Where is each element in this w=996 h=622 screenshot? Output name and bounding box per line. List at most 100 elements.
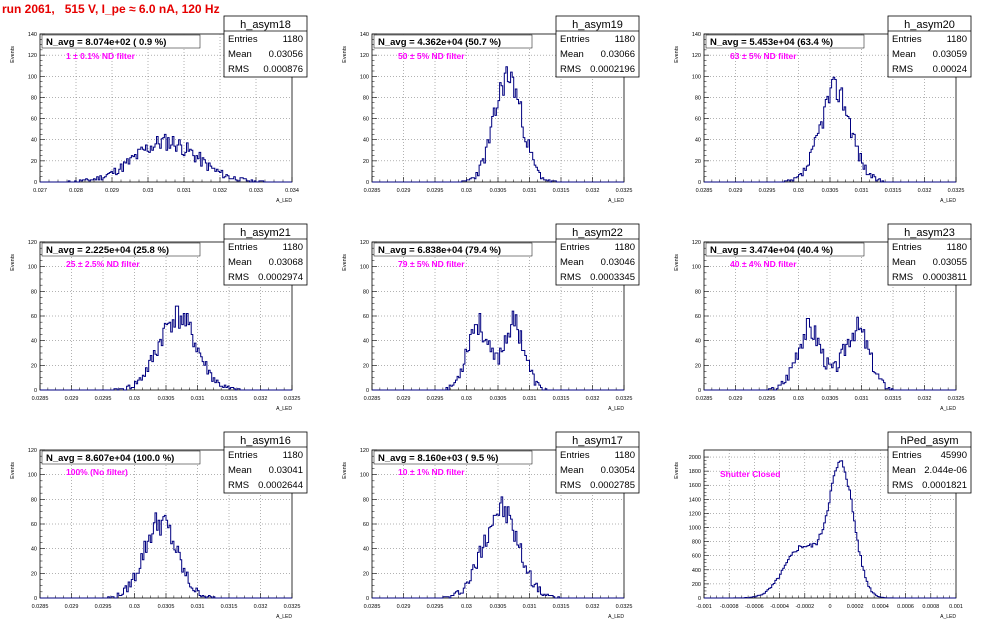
stats-label-mean: Mean bbox=[892, 49, 916, 60]
x-tick-label: 0.031 bbox=[191, 396, 205, 402]
y-tick-label: 60 bbox=[363, 522, 369, 528]
filter-annotation: 63 ± 5% ND filter bbox=[730, 51, 797, 61]
y-tick-label: 120 bbox=[28, 240, 37, 246]
x-tick-label: 0.032 bbox=[586, 396, 600, 402]
y-tick-label: 0 bbox=[34, 180, 37, 186]
hist-name: h_asym18 bbox=[240, 19, 291, 31]
x-tick-label: 0.0295 bbox=[427, 188, 444, 194]
stats-label-mean: Mean bbox=[228, 465, 252, 476]
y-axis-label: Events bbox=[674, 462, 680, 479]
y-tick-label: 40 bbox=[31, 547, 37, 553]
filter-annotation: 100% (No filter) bbox=[66, 467, 128, 477]
x-tick-label: 0.031 bbox=[191, 604, 205, 610]
x-tick-label: 0.0305 bbox=[490, 396, 507, 402]
histogram-series bbox=[372, 310, 624, 391]
x-tick-label: 0.0008 bbox=[922, 604, 939, 610]
x-tick-label: 0.031 bbox=[855, 396, 869, 402]
histogram-panel: 0.0285 0.029 0.0295 0.03 0.0305 0.031 0.0315 0.… bbox=[342, 431, 640, 620]
x-tick-label: 0.032 bbox=[586, 604, 600, 610]
stats-box bbox=[555, 223, 640, 286]
y-tick-label: 120 bbox=[692, 240, 701, 246]
stats-value-rms: 0.000876 bbox=[263, 64, 303, 75]
y-tick-label: 200 bbox=[692, 582, 701, 588]
x-tick-label: 0.0325 bbox=[284, 396, 301, 402]
x-tick-label: 0.0315 bbox=[885, 188, 902, 194]
stats-label-rms: RMS bbox=[892, 480, 913, 491]
stats-value-entries: 1180 bbox=[615, 34, 635, 45]
x-tick-label: 0.0325 bbox=[948, 396, 965, 402]
y-tick-label: 140 bbox=[28, 32, 37, 38]
y-tick-label: 100 bbox=[360, 74, 369, 80]
x-tick-label: 0.0285 bbox=[364, 604, 381, 610]
stats-label-entries: Entries bbox=[560, 34, 590, 45]
y-tick-label: 40 bbox=[363, 339, 369, 345]
filter-annotation: Shutter Closed bbox=[720, 469, 780, 479]
x-tick-label: 0.029 bbox=[397, 604, 411, 610]
navg-label: N_avg = 8.160e+03 ( 9.5 %) bbox=[378, 453, 498, 464]
x-tick-label: 0.0006 bbox=[897, 604, 914, 610]
histogram-panel: 0.0285 0.029 0.0295 0.03 0.0305 0.031 0.0315 0.… bbox=[342, 15, 640, 204]
y-tick-label: 80 bbox=[31, 95, 37, 101]
y-tick-label: 40 bbox=[695, 339, 701, 345]
histogram-series bbox=[372, 496, 624, 599]
y-tick-label: 0 bbox=[34, 596, 37, 602]
y-tick-label: 40 bbox=[31, 138, 37, 144]
stats-label-entries: Entries bbox=[892, 34, 922, 45]
y-tick-label: 40 bbox=[31, 339, 37, 345]
stats-value-mean: 0.03066 bbox=[601, 49, 635, 60]
x-tick-label: 0.0325 bbox=[948, 188, 965, 194]
navg-label: N_avg = 2.225e+04 (25.8 %) bbox=[46, 245, 169, 256]
y-tick-label: 60 bbox=[31, 522, 37, 528]
stats-label-entries: Entries bbox=[560, 450, 590, 461]
y-tick-label: 100 bbox=[360, 265, 369, 271]
navg-label: N_avg = 8.607e+04 (100.0 %) bbox=[46, 453, 174, 464]
x-tick-label: 0.0295 bbox=[95, 604, 112, 610]
x-tick-label: 0.0295 bbox=[427, 396, 444, 402]
y-axis-label: Events bbox=[342, 462, 348, 479]
hist-name: h_asym23 bbox=[904, 227, 955, 239]
navg-box bbox=[705, 242, 865, 257]
y-tick-label: 120 bbox=[28, 448, 37, 454]
stats-value-entries: 1180 bbox=[615, 450, 635, 461]
x-tick-label: 0.029 bbox=[397, 188, 411, 194]
y-axis-label: Events bbox=[342, 46, 348, 63]
hist-name: h_asym17 bbox=[572, 435, 623, 447]
hist-name: hPed_asym bbox=[900, 435, 958, 447]
y-tick-label: 0 bbox=[34, 388, 37, 394]
y-tick-label: 40 bbox=[363, 138, 369, 144]
y-tick-label: 80 bbox=[695, 95, 701, 101]
stats-value-mean: 2.044e-06 bbox=[924, 465, 967, 476]
navg-label: N_avg = 4.362e+04 (50.7 %) bbox=[378, 37, 501, 48]
x-tick-label: 0.03 bbox=[793, 188, 804, 194]
y-tick-label: 100 bbox=[28, 74, 37, 80]
filter-annotation: 50 ± 5% ND filter bbox=[398, 51, 465, 61]
y-tick-label: 140 bbox=[692, 32, 701, 38]
x-tick-label: 0.0315 bbox=[553, 396, 570, 402]
x-tick-label: 0.031 bbox=[523, 396, 537, 402]
y-tick-label: 20 bbox=[363, 363, 369, 369]
hist-name: h_asym19 bbox=[572, 19, 623, 31]
y-tick-label: 20 bbox=[31, 571, 37, 577]
x-tick-label: 0.0295 bbox=[427, 604, 444, 610]
x-tick-label: 0.0305 bbox=[158, 396, 175, 402]
y-axis-label: Events bbox=[674, 46, 680, 63]
y-tick-label: 100 bbox=[692, 265, 701, 271]
y-tick-label: 100 bbox=[360, 473, 369, 479]
navg-box bbox=[41, 34, 201, 49]
x-tick-label: -0.001 bbox=[696, 604, 712, 610]
x-tick-label: 0.0295 bbox=[759, 188, 776, 194]
navg-label: N_avg = 8.074e+02 ( 0.9 %) bbox=[46, 37, 166, 48]
run-title: run 2061, 515 V, I_pe ≈ 6.0 nA, 120 Hz bbox=[2, 2, 220, 16]
x-tick-label: 0.029 bbox=[397, 396, 411, 402]
histogram-panel: 0.0285 0.029 0.0295 0.03 0.0305 0.031 0.0315 0.… bbox=[674, 223, 972, 412]
filter-annotation: 25 ± 2.5% ND filter bbox=[66, 259, 140, 269]
stats-label-rms: RMS bbox=[560, 64, 581, 75]
histogram-series bbox=[40, 133, 292, 183]
hist-name: h_asym21 bbox=[240, 227, 291, 239]
x-tick-label: 0.0315 bbox=[221, 396, 238, 402]
y-tick-label: 80 bbox=[695, 289, 701, 295]
x-axis-label: A_LED bbox=[276, 198, 292, 204]
stats-value-entries: 1180 bbox=[947, 242, 967, 253]
stats-value-rms: 0.0002196 bbox=[590, 64, 635, 75]
y-tick-label: 60 bbox=[363, 314, 369, 320]
